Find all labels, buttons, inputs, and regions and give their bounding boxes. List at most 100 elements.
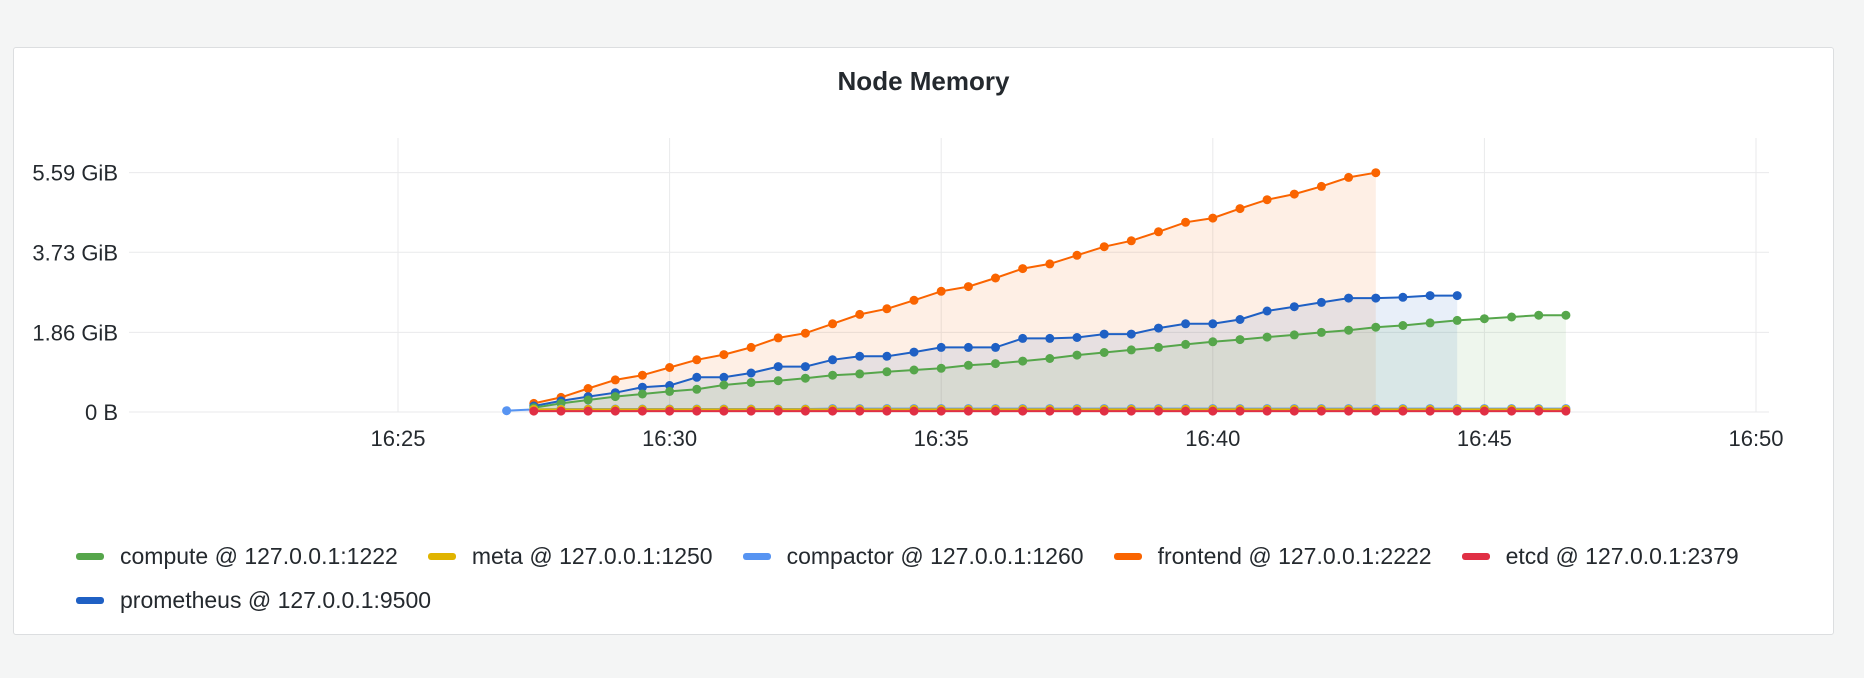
data-point[interactable] [855,406,865,416]
data-point[interactable] [800,362,810,372]
data-point[interactable] [1289,189,1299,199]
data-point[interactable] [719,406,729,416]
data-point[interactable] [1126,345,1136,355]
data-point[interactable] [665,386,675,396]
data-point[interactable] [610,375,620,385]
data-point[interactable] [1126,236,1136,246]
data-point[interactable] [1344,406,1354,416]
data-point[interactable] [1154,406,1163,416]
data-point[interactable] [800,406,810,416]
data-point[interactable] [909,406,919,416]
data-point[interactable] [637,389,647,399]
data-point[interactable] [610,392,620,402]
data-point[interactable] [909,347,919,357]
data-point[interactable] [637,382,647,392]
data-point[interactable] [719,380,729,390]
data-point[interactable] [637,370,647,380]
data-point[interactable] [963,360,973,370]
data-point[interactable] [1045,333,1055,343]
data-point[interactable] [1126,406,1136,416]
data-point[interactable] [1099,329,1109,339]
data-point[interactable] [1072,250,1082,260]
legend-item[interactable]: compactor @ 127.0.0.1:1260 [742,540,1084,572]
data-point[interactable] [936,342,946,352]
data-point[interactable] [746,368,756,378]
data-point[interactable] [1235,406,1245,416]
data-point[interactable] [1154,342,1163,352]
data-point[interactable] [828,406,838,416]
data-point[interactable] [909,295,919,305]
data-point[interactable] [1561,406,1571,416]
data-point[interactable] [1289,406,1299,416]
data-point[interactable] [1316,406,1326,416]
data-point[interactable] [1452,291,1462,301]
data-point[interactable] [610,406,620,416]
data-point[interactable] [882,304,892,314]
data-point[interactable] [1181,217,1191,227]
data-point[interactable] [1235,204,1245,214]
data-point[interactable] [1316,327,1326,337]
data-point[interactable] [1072,350,1082,360]
data-point[interactable] [1398,292,1408,302]
data-point[interactable] [1479,406,1489,416]
data-point[interactable] [1045,406,1055,416]
data-point[interactable] [963,342,973,352]
data-point[interactable] [882,367,892,377]
data-point[interactable] [1398,321,1408,330]
data-point[interactable] [529,406,539,416]
data-point[interactable] [1344,293,1354,303]
data-point[interactable] [1045,259,1055,269]
data-point[interactable] [909,365,919,375]
data-point[interactable] [556,406,566,416]
data-point[interactable] [1154,227,1163,237]
data-point[interactable] [936,363,946,373]
data-point[interactable] [828,355,838,365]
data-point[interactable] [1045,354,1055,363]
data-point[interactable] [1371,406,1381,416]
data-point[interactable] [1099,406,1109,416]
data-point[interactable] [746,378,756,387]
data-point[interactable] [1398,406,1408,416]
data-point[interactable] [1208,319,1218,329]
legend-item[interactable]: compute @ 127.0.0.1:1222 [76,540,398,572]
data-point[interactable] [637,406,647,416]
data-point[interactable] [882,406,892,416]
data-point[interactable] [1561,310,1571,320]
data-point[interactable] [1534,310,1544,320]
data-point[interactable] [1208,213,1218,223]
data-point[interactable] [746,406,756,416]
data-point[interactable] [1072,406,1082,416]
data-point[interactable] [1154,323,1163,333]
data-point[interactable] [1344,172,1354,182]
data-point[interactable] [1534,406,1544,416]
data-point[interactable] [882,351,892,361]
data-point[interactable] [692,372,702,382]
data-point[interactable] [800,373,810,383]
data-point[interactable] [855,309,865,319]
data-point[interactable] [719,372,729,382]
data-point[interactable] [991,342,1000,352]
data-point[interactable] [1452,406,1462,416]
data-point[interactable] [855,369,865,379]
data-point[interactable] [1371,168,1381,178]
data-point[interactable] [991,406,1000,416]
data-point[interactable] [991,359,1000,369]
data-point[interactable] [1289,302,1299,312]
series-points[interactable] [502,168,1571,416]
data-point[interactable] [1425,291,1435,301]
data-point[interactable] [855,351,865,361]
data-point[interactable] [773,376,783,386]
data-point[interactable] [583,384,593,393]
data-point[interactable] [963,406,973,416]
legend-item[interactable]: meta @ 127.0.0.1:1250 [427,540,713,572]
data-point[interactable] [1018,356,1028,366]
data-point[interactable] [1235,315,1245,324]
data-point[interactable] [1344,325,1354,335]
data-point[interactable] [746,342,756,352]
data-point[interactable] [1507,406,1517,416]
data-point[interactable] [1289,330,1299,340]
data-point[interactable] [773,362,783,372]
data-point[interactable] [936,406,946,416]
data-point[interactable] [1262,406,1272,416]
data-point[interactable] [1262,306,1272,316]
